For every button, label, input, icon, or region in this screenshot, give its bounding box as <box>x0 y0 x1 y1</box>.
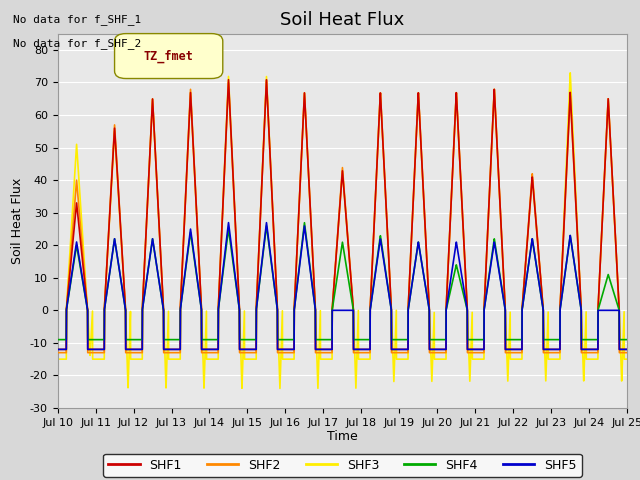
SHF2 <box>486 177 494 183</box>
Line: SHF5: SHF5 <box>58 223 627 349</box>
SHF5 <box>593 347 600 352</box>
SHF2 <box>623 350 631 356</box>
Line: SHF3: SHF3 <box>58 73 627 388</box>
SHF4 <box>593 337 600 343</box>
SHF4 <box>54 337 61 343</box>
SHF1 <box>225 77 232 83</box>
SHF5 <box>54 347 61 352</box>
Line: SHF2: SHF2 <box>58 80 627 353</box>
SHF4 <box>623 337 631 343</box>
SHF3 <box>593 356 600 362</box>
SHF3 <box>247 356 255 362</box>
SHF5 <box>323 347 331 352</box>
SHF3 <box>600 195 607 201</box>
SHF4 <box>301 220 308 226</box>
SHF4 <box>486 265 494 271</box>
SHF4 <box>470 337 478 343</box>
SHF5 <box>248 347 255 352</box>
SHF1 <box>323 347 331 352</box>
SHF1 <box>54 347 61 352</box>
Text: TZ_fmet: TZ_fmet <box>144 49 194 63</box>
SHF3 <box>470 356 478 362</box>
SHF3 <box>54 356 61 362</box>
SHF1 <box>470 347 478 352</box>
SHF3 <box>623 356 631 362</box>
Line: SHF4: SHF4 <box>58 223 627 340</box>
SHF4 <box>600 289 607 295</box>
SHF2 <box>600 197 607 203</box>
SHF2 <box>54 350 61 356</box>
SHF3 <box>276 385 284 391</box>
SHF5 <box>486 267 494 273</box>
SHF2 <box>323 350 331 356</box>
Legend: SHF1, SHF2, SHF3, SHF4, SHF5: SHF1, SHF2, SHF3, SHF4, SHF5 <box>103 454 582 477</box>
SHF4 <box>247 337 255 343</box>
SHF2 <box>262 77 270 83</box>
SHF5 <box>623 347 631 352</box>
FancyBboxPatch shape <box>115 34 223 79</box>
SHF1 <box>623 347 631 352</box>
Text: No data for f_SHF_2: No data for f_SHF_2 <box>13 38 141 49</box>
SHF2 <box>247 350 255 356</box>
SHF5 <box>225 220 232 226</box>
SHF1 <box>486 177 494 183</box>
SHF2 <box>593 350 600 356</box>
Line: SHF1: SHF1 <box>58 80 627 349</box>
SHF5 <box>470 347 478 352</box>
SHF2 <box>470 350 478 356</box>
Text: No data for f_SHF_1: No data for f_SHF_1 <box>13 14 141 25</box>
SHF4 <box>323 337 331 343</box>
Title: Soil Heat Flux: Soil Heat Flux <box>280 11 404 29</box>
SHF1 <box>248 347 255 352</box>
X-axis label: Time: Time <box>327 431 358 444</box>
SHF1 <box>593 347 600 352</box>
SHF3 <box>566 70 574 76</box>
SHF1 <box>600 197 607 203</box>
SHF3 <box>486 177 494 183</box>
Y-axis label: Soil Heat Flux: Soil Heat Flux <box>11 178 24 264</box>
SHF3 <box>323 356 331 362</box>
SHF5 <box>600 308 607 313</box>
